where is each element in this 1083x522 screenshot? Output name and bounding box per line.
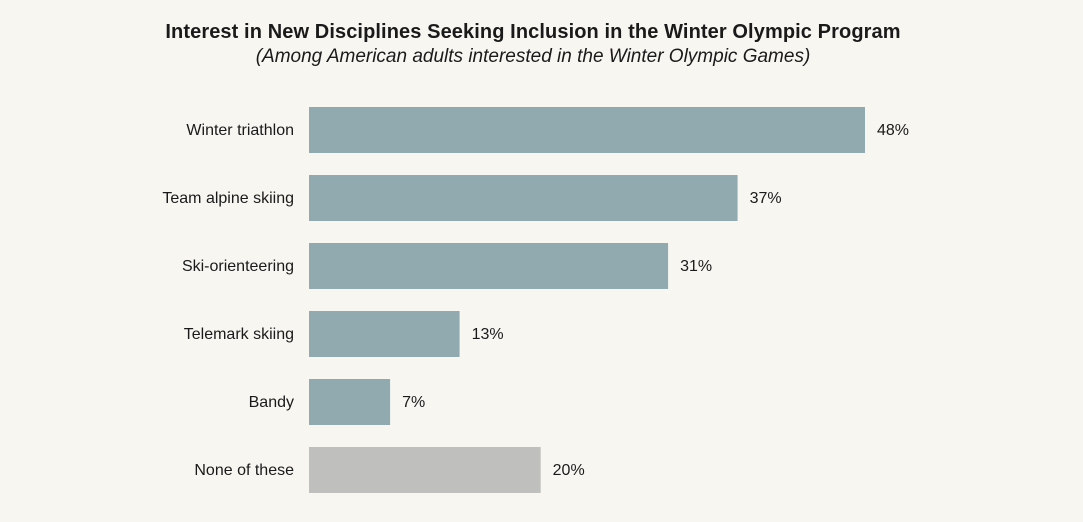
- bar-bandy: [309, 379, 391, 425]
- value-label-ski-orienteering: 31%: [680, 258, 712, 275]
- value-label-bandy: 7%: [402, 394, 425, 411]
- category-label-telemark-skiing: Telemark skiing: [184, 326, 294, 343]
- category-label-winter-triathlon: Winter triathlon: [186, 122, 294, 139]
- category-label-none-of-these: None of these: [194, 462, 294, 479]
- bar-telemark-skiing: [309, 311, 460, 357]
- chart-title: Interest in New Disciplines Seeking Incl…: [165, 21, 901, 43]
- category-label-bandy: Bandy: [249, 394, 294, 411]
- bar-none-of-these: [309, 447, 541, 493]
- value-label-team-alpine-skiing: 37%: [750, 190, 782, 207]
- category-label-team-alpine-skiing: Team alpine skiing: [162, 190, 294, 207]
- bar-team-alpine-skiing: [309, 175, 738, 221]
- bar-ski-orienteering: [309, 243, 669, 289]
- value-label-winter-triathlon: 48%: [877, 122, 909, 139]
- category-label-ski-orienteering: Ski-orienteering: [182, 258, 294, 275]
- value-label-none-of-these: 20%: [553, 462, 585, 479]
- value-label-telemark-skiing: 13%: [472, 326, 504, 343]
- bar-winter-triathlon: [309, 107, 865, 153]
- chart-subtitle: (Among American adults interested in the…: [255, 46, 811, 67]
